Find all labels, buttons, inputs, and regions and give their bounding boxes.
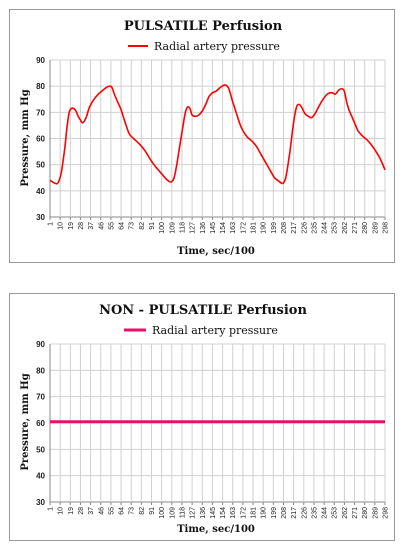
x-tick-label: 145 [210,222,217,234]
x-tick-label: 100 [159,507,166,519]
x-tick-label: 1 [48,222,55,226]
x-tick-label: 19 [68,507,75,515]
x-tick-label: 226 [301,507,308,519]
x-tick-label: 235 [311,507,318,519]
legend-label: Radial artery pressure [152,324,278,337]
x-tick-label: 73 [129,222,136,230]
x-tick-label: 46 [98,507,105,515]
x-tick-label: 64 [119,507,126,515]
x-tick-label: 1 [48,507,55,511]
y-tick-label: 80 [36,82,45,91]
x-tick-label: 154 [220,507,227,519]
x-tick-label: 298 [383,507,390,519]
y-tick-label: 90 [36,56,45,65]
x-tick-label: 55 [108,507,115,515]
x-tick-label: 208 [281,222,288,234]
x-axis-label: Time, sec/100 [177,246,255,257]
x-tick-label: 10 [58,507,65,515]
x-tick-label: 73 [129,507,136,515]
x-tick-label: 217 [291,222,298,234]
y-axis-label: Pressure, mm Hg [20,89,31,186]
x-tick-label: 118 [179,222,186,233]
x-tick-label: 271 [352,222,359,234]
x-tick-label: 127 [190,507,197,519]
x-tick-label: 262 [342,507,349,519]
x-tick-label: 145 [210,507,217,519]
x-tick-label: 226 [301,222,308,234]
x-tick-label: 172 [240,222,247,234]
x-tick-label: 271 [352,507,359,519]
x-tick-label: 82 [139,507,146,515]
non-pulsatile-chart-panel: NON - PULSATILE Perfusion Radial artery … [9,293,395,541]
y-tick-label: 40 [36,472,45,481]
x-tick-label: 82 [139,222,146,230]
x-tick-label: 199 [271,507,278,519]
pulsatile-chart: PULSATILE Perfusion Radial artery pressu… [20,19,390,257]
y-tick-label: 30 [36,213,45,222]
x-tick-label: 64 [119,222,126,230]
x-tick-label: 163 [230,507,237,519]
x-tick-label: 289 [372,222,379,234]
chart-title: NON - PULSATILE Perfusion [99,303,307,318]
x-tick-label: 10 [58,222,65,230]
y-tick-label: 60 [36,419,45,428]
x-tick-label: 109 [169,222,176,234]
x-tick-label: 289 [372,507,379,519]
x-tick-label: 37 [88,222,95,230]
x-tick-label: 91 [149,222,156,230]
x-axis-label: Time, sec/100 [177,524,255,535]
series-line-radial-artery-pressure [49,84,386,185]
x-tick-label: 100 [159,222,166,234]
x-tick-label: 244 [322,222,329,234]
y-tick-label: 50 [36,445,45,454]
x-tick-label: 37 [88,507,95,515]
x-tick-label: 253 [332,507,339,519]
y-tick-label: 60 [36,135,45,144]
x-tick-label: 235 [311,222,318,234]
x-tick-label: 190 [261,222,268,234]
y-tick-label: 90 [36,340,45,349]
x-tick-label: 136 [200,222,207,234]
x-tick-label: 118 [179,507,186,518]
x-tick-label: 109 [169,507,176,519]
chart-title: PULSATILE Perfusion [124,19,283,34]
x-tick-label: 181 [251,222,258,234]
x-tick-label: 262 [342,222,349,234]
non-pulsatile-chart: NON - PULSATILE Perfusion Radial artery … [20,303,390,535]
y-tick-label: 80 [36,366,45,375]
x-tick-label: 28 [78,222,85,230]
x-tick-label: 280 [362,507,369,519]
x-tick-label: 55 [108,222,115,230]
x-tick-label: 217 [291,507,298,519]
x-tick-label: 181 [251,507,258,519]
x-tick-label: 244 [322,507,329,519]
y-tick-label: 40 [36,187,45,196]
x-tick-label: 208 [281,507,288,519]
x-tick-label: 190 [261,507,268,519]
x-tick-label: 136 [200,507,207,519]
x-tick-label: 280 [362,222,369,234]
y-axis-label: Pressure, mm Hg [20,373,31,470]
x-tick-label: 298 [383,222,390,234]
y-tick-label: 70 [36,393,45,402]
y-tick-label: 70 [36,108,45,117]
pulsatile-chart-panel: PULSATILE Perfusion Radial artery pressu… [9,9,395,263]
x-tick-label: 91 [149,507,156,515]
x-tick-label: 28 [78,507,85,515]
x-tick-label: 253 [332,222,339,234]
x-tick-label: 46 [98,222,105,230]
x-tick-label: 199 [271,222,278,234]
x-tick-label: 172 [240,507,247,519]
x-tick-label: 163 [230,222,237,234]
x-tick-label: 127 [190,222,197,234]
y-tick-label: 50 [36,161,45,170]
legend-label: Radial artery pressure [154,40,280,53]
x-tick-label: 19 [68,222,75,230]
y-tick-label: 30 [36,498,45,507]
x-tick-label: 154 [220,222,227,234]
